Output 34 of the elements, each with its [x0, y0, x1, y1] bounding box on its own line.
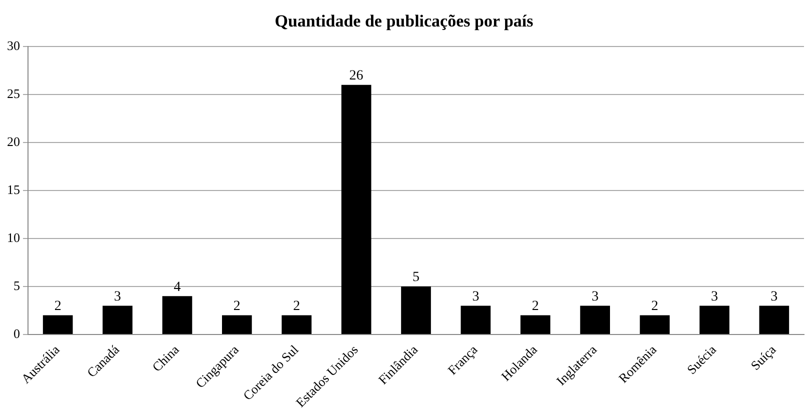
data-label: 3: [592, 289, 599, 304]
bar: [341, 84, 372, 334]
data-label: 2: [233, 298, 240, 314]
bar: [700, 306, 730, 334]
bar: [162, 296, 192, 334]
bar: [282, 315, 312, 334]
data-label: 3: [770, 289, 778, 304]
bar: [520, 315, 550, 334]
bar: [222, 315, 252, 334]
y-tick-label: 20: [7, 134, 20, 149]
data-label: 3: [114, 289, 122, 304]
chart-title: Quantidade de publicações por país: [274, 12, 534, 31]
y-tick-label: 0: [14, 326, 20, 341]
bar: [640, 315, 670, 334]
data-label: 3: [710, 289, 718, 304]
bar: [42, 315, 73, 334]
bar: [460, 306, 491, 334]
data-label: 26: [349, 68, 364, 84]
data-label: 2: [651, 298, 658, 314]
data-label: 4: [174, 280, 181, 295]
bar: [759, 306, 790, 334]
y-tick-label: 15: [7, 182, 20, 197]
data-label: 3: [472, 289, 480, 304]
y-tick-label: 25: [7, 86, 20, 101]
data-label: 5: [412, 270, 420, 286]
y-tick-label: 30: [7, 38, 20, 53]
y-tick-label: 10: [7, 230, 20, 245]
bar: [580, 306, 610, 334]
data-label: 2: [54, 298, 62, 314]
bar: [102, 306, 132, 334]
data-label: 2: [293, 298, 300, 314]
bar: [401, 286, 431, 334]
data-label: 2: [532, 298, 539, 314]
y-tick-label: 5: [14, 278, 20, 293]
